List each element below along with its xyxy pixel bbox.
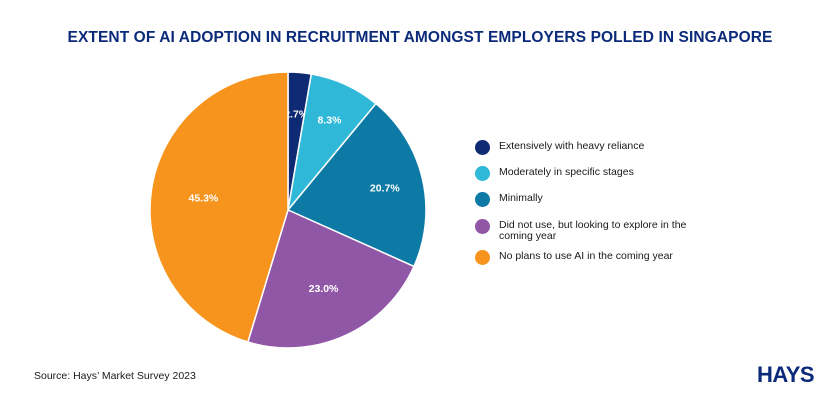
pie-data-label: 8.3%: [318, 115, 343, 127]
legend-swatch: [475, 140, 490, 155]
legend-label: Moderately in specific stages: [499, 166, 634, 178]
legend-swatch: [475, 250, 490, 265]
legend-swatch: [475, 192, 490, 207]
chart-title: EXTENT OF AI ADOPTION IN RECRUITMENT AMO…: [67, 29, 773, 46]
pie-data-label: 2.7%: [284, 109, 309, 121]
pie-slice: [287, 102, 427, 268]
pie-slice: [247, 209, 415, 349]
legend-label: Minimally: [499, 192, 543, 204]
legend-swatch: [475, 166, 490, 181]
legend-label: Did not use, but looking to explore in t…: [499, 219, 687, 242]
pie-data-label: 45.3%: [189, 192, 219, 204]
pie-data-label: 23.0%: [309, 283, 339, 295]
legend-swatch: [475, 219, 490, 234]
legend-label: Extensively with heavy reliance: [499, 140, 645, 152]
pie-data-label: 20.7%: [370, 182, 400, 194]
source-note: Source: Hays’ Market Survey 2023: [34, 370, 196, 382]
hays-logo: HAYS: [757, 362, 815, 387]
pie-slice: [149, 71, 289, 343]
legend-label: No plans to use AI in the coming year: [499, 250, 673, 262]
